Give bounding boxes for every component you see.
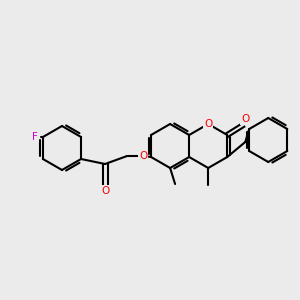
Text: O: O	[241, 114, 249, 124]
Text: O: O	[139, 151, 147, 161]
Text: F: F	[32, 132, 38, 142]
Text: O: O	[204, 119, 212, 129]
Text: O: O	[101, 186, 109, 196]
